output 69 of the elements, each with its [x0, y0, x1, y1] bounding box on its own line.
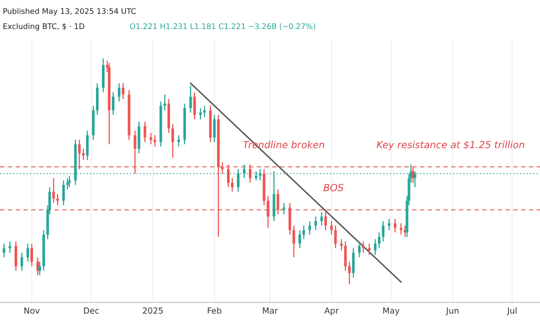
candlestick	[118, 82, 120, 102]
candlestick	[138, 121, 140, 154]
candlestick	[213, 114, 216, 143]
candlestick	[320, 211, 323, 226]
x-tick-label: Feb	[208, 307, 222, 314]
candlestick	[14, 240, 18, 272]
x-tick-label: Apr	[324, 308, 339, 316]
candlestick	[38, 261, 41, 276]
x-tick-label: May	[383, 308, 400, 316]
candlestick	[248, 164, 252, 184]
candlestick	[112, 92, 114, 116]
candlestick	[2, 243, 6, 258]
candlestick	[400, 222, 402, 236]
candlestick	[272, 170, 276, 222]
candlestick	[330, 220, 333, 236]
x-tick-label: Jun	[446, 308, 458, 316]
candlestick	[171, 123, 174, 158]
candlestick	[203, 105, 206, 118]
annotation: Key resistance at $1.25 trillion	[376, 140, 524, 150]
candlestick	[68, 175, 71, 188]
candlestick	[30, 243, 34, 267]
candlestick	[298, 230, 302, 249]
candlestick	[344, 240, 347, 272]
annotation: BOS	[324, 184, 344, 192]
candlestick	[227, 164, 230, 188]
candlestick	[122, 82, 124, 100]
candlestick	[78, 139, 81, 170]
candlestick	[144, 121, 146, 143]
candlestick	[36, 256, 40, 276]
candlestick	[266, 196, 270, 228]
candlestick	[189, 84, 192, 114]
candlestick	[134, 130, 136, 174]
candlestick	[302, 225, 306, 240]
candlestick	[26, 243, 30, 262]
x-tick-label: 2025	[142, 307, 163, 314]
candlestick	[308, 220, 311, 236]
candlestick	[288, 202, 292, 236]
candlestick	[193, 92, 196, 120]
x-tick-label: Dec	[84, 308, 99, 314]
candlestick	[96, 82, 99, 116]
candlestick	[348, 261, 351, 285]
x-tick-label: Nov	[24, 308, 40, 314]
candlestick	[86, 130, 89, 161]
x-tick-label: Jul	[506, 307, 516, 316]
candlestick	[352, 248, 355, 278]
candlestick	[292, 225, 296, 258]
candlestick	[394, 218, 396, 233]
candlestick	[334, 225, 337, 249]
candlestick	[177, 134, 180, 148]
candlestick	[163, 94, 166, 111]
candlestick	[154, 134, 156, 148]
candlestick	[282, 202, 286, 215]
candlestick	[378, 232, 380, 249]
candlestick	[368, 243, 371, 256]
candlestick	[52, 178, 55, 204]
candlestick	[199, 108, 202, 120]
candlestick	[102, 58, 105, 93]
candlestick	[66, 178, 69, 190]
candlestick	[314, 216, 317, 231]
candlestick	[20, 252, 24, 272]
candlestick	[340, 238, 343, 251]
candlestick	[382, 220, 384, 242]
candlestick	[230, 178, 234, 192]
candlestick	[324, 211, 327, 231]
x-tick-label: Mar	[262, 308, 278, 314]
candlestick	[358, 240, 361, 258]
candlestick	[276, 188, 280, 215]
candlestick	[374, 238, 377, 256]
candlestick	[62, 180, 65, 206]
